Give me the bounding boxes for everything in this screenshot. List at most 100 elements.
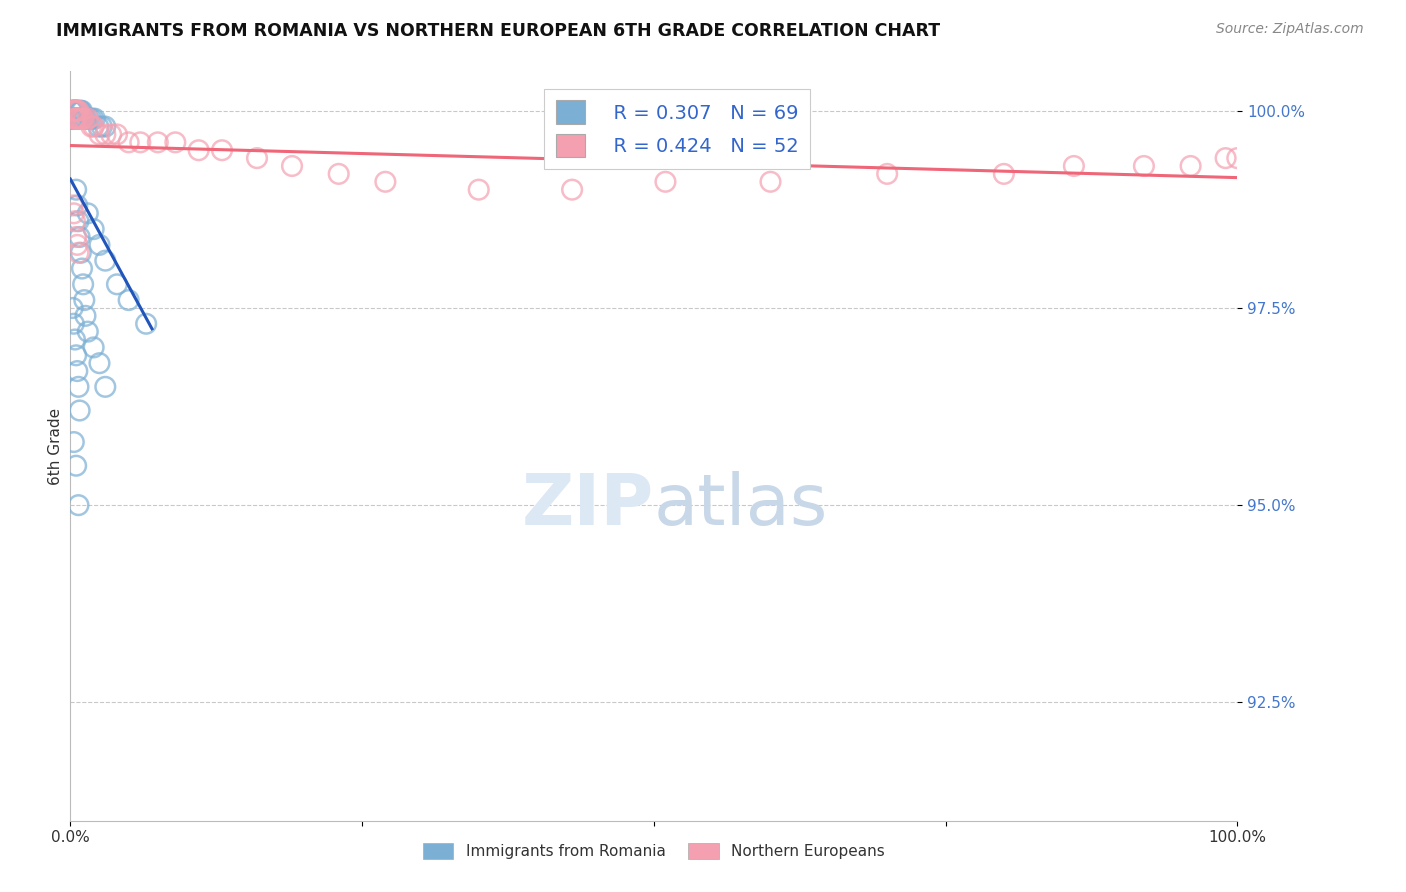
Point [94, 380, 117, 394]
Point [73, 293, 96, 307]
Point [89, 238, 111, 252]
Point [67, 245, 90, 260]
Point [83, 222, 105, 236]
Point [1133, 159, 1156, 173]
Point [69, 103, 91, 118]
Point [69, 112, 91, 126]
Point [118, 136, 141, 150]
Point [76, 112, 98, 126]
Point [65, 103, 87, 118]
Point [1180, 159, 1202, 173]
Point [105, 277, 128, 292]
Point [69, 112, 91, 126]
Point [187, 143, 209, 157]
Point [60, 112, 83, 126]
Point [67, 112, 90, 126]
Point [76, 325, 98, 339]
Point [94, 128, 117, 142]
Point [146, 136, 169, 150]
Point [63, 112, 86, 126]
Point [66, 103, 89, 118]
Point [70, 261, 93, 276]
Point [328, 167, 350, 181]
Point [67, 103, 90, 118]
Point [654, 175, 676, 189]
Point [75, 309, 97, 323]
Point [63, 103, 86, 118]
Point [70, 112, 93, 126]
Text: atlas: atlas [654, 472, 828, 541]
Point [63, 333, 86, 347]
Point [67, 112, 90, 126]
Point [62, 103, 84, 118]
Legend: Immigrants from Romania, Northern Europeans: Immigrants from Romania, Northern Europe… [416, 838, 891, 865]
Point [62, 103, 84, 118]
Point [993, 167, 1015, 181]
Point [1226, 151, 1249, 165]
Point [63, 103, 86, 118]
Point [67, 498, 90, 512]
Point [63, 103, 86, 118]
Point [65, 112, 87, 126]
Point [94, 253, 117, 268]
Point [66, 238, 89, 252]
Point [62, 198, 84, 212]
Point [89, 128, 111, 142]
Point [72, 277, 94, 292]
Point [70, 112, 93, 126]
Point [876, 167, 898, 181]
Point [105, 128, 128, 142]
Point [69, 403, 91, 417]
Point [281, 159, 304, 173]
Point [211, 143, 233, 157]
Point [89, 356, 111, 370]
Point [135, 317, 157, 331]
Point [75, 112, 97, 126]
Point [129, 136, 152, 150]
Point [67, 380, 90, 394]
Point [62, 103, 84, 118]
Point [62, 317, 84, 331]
Point [1063, 159, 1085, 173]
Point [65, 103, 87, 118]
Point [467, 183, 491, 197]
Point [70, 103, 93, 118]
Point [69, 230, 91, 244]
Point [62, 206, 84, 220]
Point [83, 112, 105, 126]
Point [66, 103, 89, 118]
Point [79, 112, 101, 126]
Point [90, 120, 112, 134]
Point [87, 120, 110, 134]
Point [63, 214, 86, 228]
Text: Source: ZipAtlas.com: Source: ZipAtlas.com [1216, 22, 1364, 37]
Point [65, 183, 87, 197]
Point [561, 183, 583, 197]
Point [62, 112, 84, 126]
Point [65, 103, 87, 118]
Point [66, 198, 89, 212]
Point [67, 103, 90, 118]
Point [67, 214, 90, 228]
Point [1215, 151, 1237, 165]
Point [374, 175, 396, 189]
Y-axis label: 6th Grade: 6th Grade [48, 408, 63, 484]
Point [62, 112, 84, 126]
Point [62, 103, 84, 118]
Point [83, 340, 105, 354]
Point [165, 136, 187, 150]
Point [66, 364, 89, 378]
Point [83, 120, 105, 134]
Point [60, 103, 83, 118]
Point [76, 206, 98, 220]
Point [62, 112, 84, 126]
Point [82, 112, 104, 126]
Point [67, 112, 90, 126]
Point [62, 112, 84, 126]
Point [94, 120, 117, 134]
Point [69, 112, 91, 126]
Point [65, 230, 87, 244]
Point [73, 112, 96, 126]
Point [69, 245, 91, 260]
Point [62, 103, 84, 118]
